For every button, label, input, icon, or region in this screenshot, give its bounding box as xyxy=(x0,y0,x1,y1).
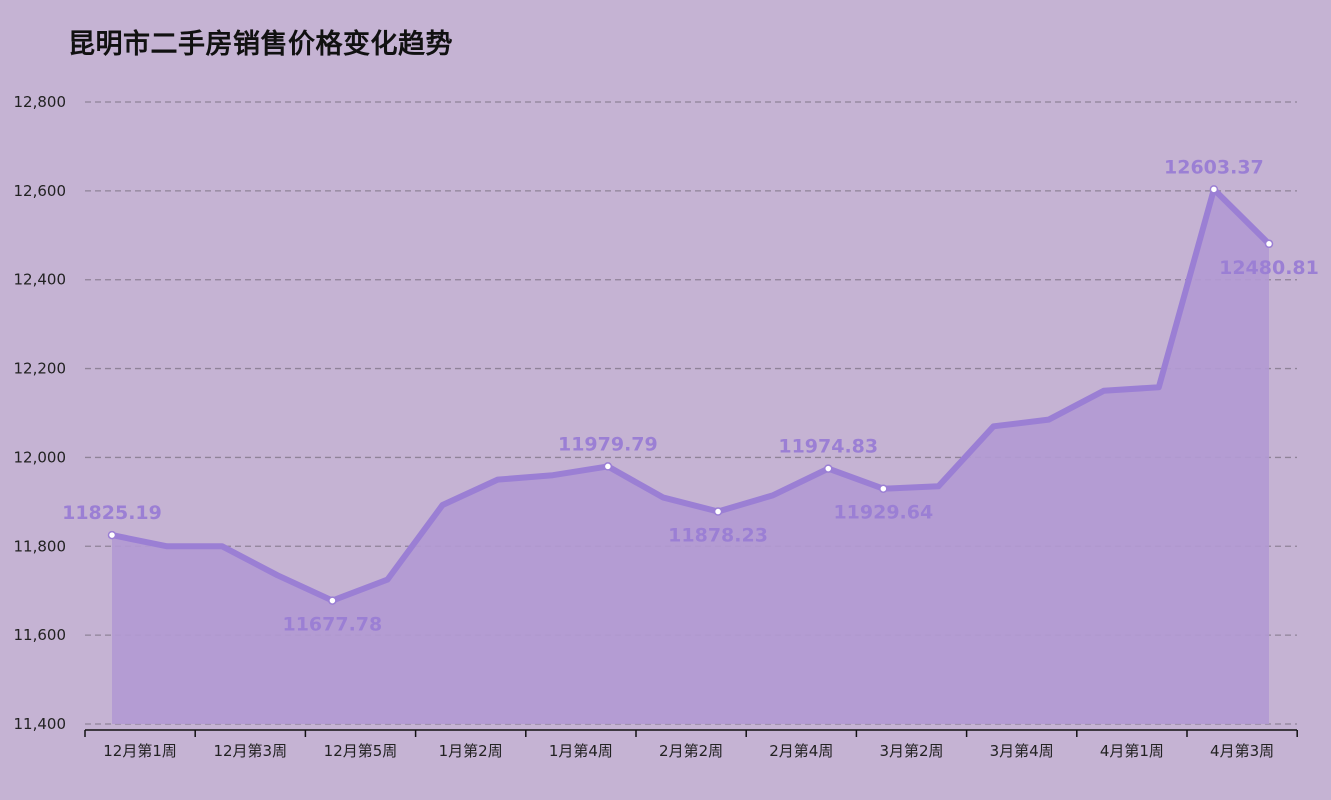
series-line xyxy=(109,186,1272,604)
data-point xyxy=(107,530,117,540)
data-point xyxy=(1264,239,1274,249)
data-label: 11979.79 xyxy=(558,433,658,455)
y-tick-label: 12,000 xyxy=(14,448,67,466)
x-tick-label: 3月第2周 xyxy=(879,742,943,760)
data-point xyxy=(823,464,833,473)
y-tick-label: 11,400 xyxy=(14,715,67,733)
x-tick-label: 2月第2周 xyxy=(659,742,723,760)
y-tick-label: 12,600 xyxy=(14,182,67,200)
data-point xyxy=(1209,185,1219,194)
data-label: 11878.23 xyxy=(668,525,768,547)
y-tick-label: 12,200 xyxy=(14,360,67,378)
data-point xyxy=(879,484,888,493)
y-tick-label: 11,800 xyxy=(14,537,67,555)
data-point xyxy=(328,596,337,605)
data-label: 12603.37 xyxy=(1164,156,1264,178)
x-tick-label: 4月第1周 xyxy=(1100,742,1164,760)
x-tick-label: 12月第3周 xyxy=(213,742,287,760)
data-label: 11677.78 xyxy=(282,614,382,636)
data-label: 11929.64 xyxy=(833,502,933,524)
y-tick-label: 12,400 xyxy=(14,271,67,289)
x-tick-label: 1月第2周 xyxy=(439,742,503,760)
x-tick-label: 3月第4周 xyxy=(990,742,1054,760)
x-tick-label: 4月第3周 xyxy=(1210,742,1274,760)
data-point xyxy=(603,462,613,471)
x-tick-label: 2月第4周 xyxy=(769,742,833,760)
x-tick-label: 12月第5周 xyxy=(324,742,398,760)
data-label: 11825.19 xyxy=(62,502,162,524)
area-fill xyxy=(112,189,1269,725)
y-tick-label: 11,600 xyxy=(14,626,67,644)
x-tick-label: 1月第4周 xyxy=(549,742,613,760)
data-point xyxy=(713,507,723,516)
x-tick-label: 12月第1周 xyxy=(103,742,177,760)
y-tick-label: 12,800 xyxy=(14,93,67,111)
chart-title: 昆明市二手房销售价格变化趋势 xyxy=(68,29,453,60)
data-label: 12480.81 xyxy=(1219,257,1319,279)
data-label: 11974.83 xyxy=(778,436,878,458)
